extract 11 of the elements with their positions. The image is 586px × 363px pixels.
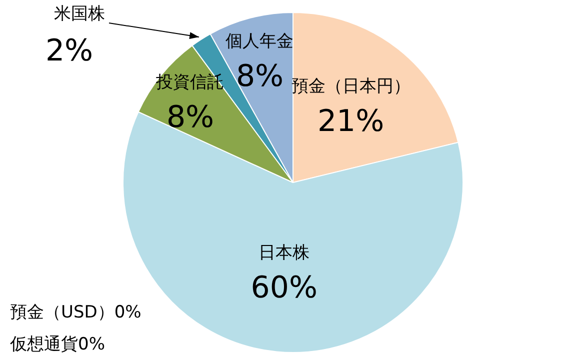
data-label: 21% <box>317 104 384 139</box>
slice-label: 日本株 <box>258 243 310 263</box>
data-label: 60% <box>250 270 318 306</box>
slice-label: 預金（日本円） <box>291 76 410 96</box>
data-label: 8% <box>236 58 284 94</box>
slice-label: 個人年金 <box>226 31 294 52</box>
data-label: 8% <box>166 100 214 136</box>
category-label: 預金（USD）0% <box>10 302 142 322</box>
category-label: 仮想通貨0% <box>10 334 105 354</box>
slice-label: 米国株 <box>54 4 105 24</box>
data-label: 2% <box>45 33 94 68</box>
